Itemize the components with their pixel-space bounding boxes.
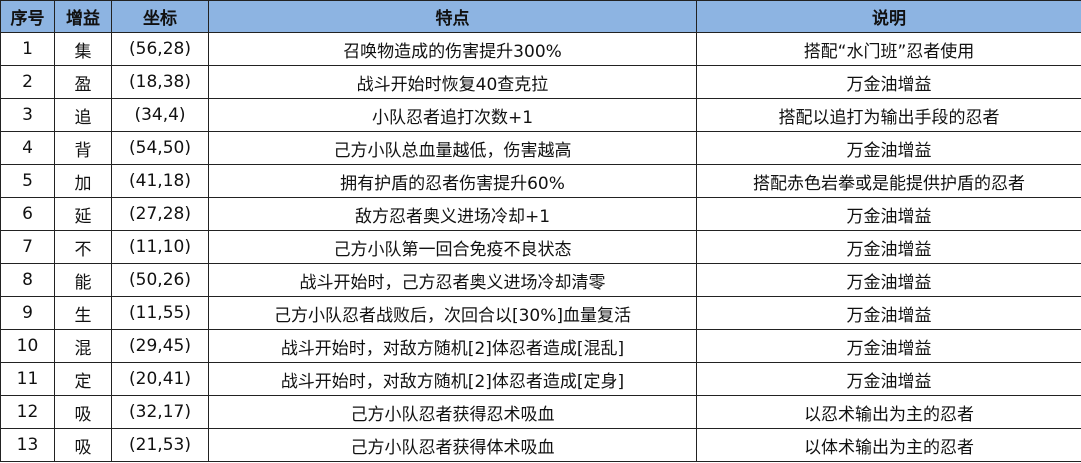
header-feature: 特点 bbox=[208, 0, 697, 33]
cell-feature: 敌方忍者奥义进场冷却+1 bbox=[208, 197, 697, 231]
cell-index: 6 bbox=[0, 197, 55, 231]
cell-note: 以忍术输出为主的忍者 bbox=[696, 395, 1081, 429]
header-note: 说明 bbox=[696, 0, 1081, 33]
cell-coord: (50,26) bbox=[111, 263, 209, 297]
header-index: 序号 bbox=[0, 0, 55, 33]
cell-coord: (11,10) bbox=[111, 230, 209, 264]
table-row: 8 能 (50,26) 战斗开始时，己方忍者奥义进场冷却清零 万金油增益 bbox=[0, 263, 1081, 297]
cell-note: 搭配赤色岩拳或是能提供护盾的忍者 bbox=[696, 164, 1081, 198]
table-row: 1 集 (56,28) 召唤物造成的伤害提升300% 搭配“水门班”忍者使用 bbox=[0, 32, 1081, 66]
cell-buff: 追 bbox=[54, 98, 112, 132]
cell-buff: 吸 bbox=[54, 428, 112, 462]
cell-feature: 己方小队第一回合免疫不良状态 bbox=[208, 230, 697, 264]
cell-coord: (41,18) bbox=[111, 164, 209, 198]
header-buff: 增益 bbox=[54, 0, 112, 33]
cell-index: 8 bbox=[0, 263, 55, 297]
cell-index: 3 bbox=[0, 98, 55, 132]
cell-note: 万金油增益 bbox=[696, 296, 1081, 330]
cell-coord: (21,53) bbox=[111, 428, 209, 462]
cell-coord: (11,55) bbox=[111, 296, 209, 330]
cell-feature: 己方小队忍者战败后，次回合以[30%]血量复活 bbox=[208, 296, 697, 330]
cell-feature: 召唤物造成的伤害提升300% bbox=[208, 32, 697, 66]
cell-index: 1 bbox=[0, 32, 55, 66]
cell-buff: 盈 bbox=[54, 65, 112, 99]
cell-buff: 不 bbox=[54, 230, 112, 264]
cell-buff: 背 bbox=[54, 131, 112, 165]
cell-coord: (56,28) bbox=[111, 32, 209, 66]
table-body: 1 集 (56,28) 召唤物造成的伤害提升300% 搭配“水门班”忍者使用 2 盈 (18,… bbox=[0, 32, 1081, 462]
cell-coord: (18,38) bbox=[111, 65, 209, 99]
cell-buff: 能 bbox=[54, 263, 112, 297]
cell-buff: 吸 bbox=[54, 395, 112, 429]
cell-feature: 己方小队总血量越低，伤害越高 bbox=[208, 131, 697, 165]
cell-feature: 己方小队忍者获得忍术吸血 bbox=[208, 395, 697, 429]
cell-feature: 战斗开始时，己方忍者奥义进场冷却清零 bbox=[208, 263, 697, 297]
cell-buff: 定 bbox=[54, 362, 112, 396]
cell-note: 万金油增益 bbox=[696, 65, 1081, 99]
table-row: 4 背 (54,50) 己方小队总血量越低，伤害越高 万金油增益 bbox=[0, 131, 1081, 165]
table-row: 13 吸 (21,53) 己方小队忍者获得体术吸血 以体术输出为主的忍者 bbox=[0, 428, 1081, 462]
cell-index: 4 bbox=[0, 131, 55, 165]
cell-note: 万金油增益 bbox=[696, 329, 1081, 363]
cell-index: 12 bbox=[0, 395, 55, 429]
cell-note: 搭配“水门班”忍者使用 bbox=[696, 32, 1081, 66]
table-row: 6 延 (27,28) 敌方忍者奥义进场冷却+1 万金油增益 bbox=[0, 197, 1081, 231]
cell-feature: 战斗开始时恢复40查克拉 bbox=[208, 65, 697, 99]
header-coord: 坐标 bbox=[111, 0, 209, 33]
cell-coord: (20,41) bbox=[111, 362, 209, 396]
cell-feature: 战斗开始时，对敌方随机[2]体忍者造成[混乱] bbox=[208, 329, 697, 363]
table-row: 5 加 (41,18) 拥有护盾的忍者伤害提升60% 搭配赤色岩拳或是能提供护盾的忍者 bbox=[0, 164, 1081, 198]
cell-coord: (54,50) bbox=[111, 131, 209, 165]
cell-buff: 生 bbox=[54, 296, 112, 330]
cell-index: 5 bbox=[0, 164, 55, 198]
cell-coord: (32,17) bbox=[111, 395, 209, 429]
table-row: 12 吸 (32,17) 己方小队忍者获得忍术吸血 以忍术输出为主的忍者 bbox=[0, 395, 1081, 429]
cell-index: 10 bbox=[0, 329, 55, 363]
cell-note: 万金油增益 bbox=[696, 230, 1081, 264]
header-row: 序号 增益 坐标 特点 说明 bbox=[0, 0, 1081, 33]
cell-buff: 集 bbox=[54, 32, 112, 66]
cell-coord: (34,4) bbox=[111, 98, 209, 132]
cell-feature: 战斗开始时，对敌方随机[2]体忍者造成[定身] bbox=[208, 362, 697, 396]
cell-note: 万金油增益 bbox=[696, 263, 1081, 297]
cell-buff: 混 bbox=[54, 329, 112, 363]
cell-feature: 拥有护盾的忍者伤害提升60% bbox=[208, 164, 697, 198]
cell-note: 万金油增益 bbox=[696, 197, 1081, 231]
cell-index: 13 bbox=[0, 428, 55, 462]
cell-note: 万金油增益 bbox=[696, 362, 1081, 396]
table-row: 3 追 (34,4) 小队忍者追打次数+1 搭配以追打为输出手段的忍者 bbox=[0, 98, 1081, 132]
cell-note: 万金油增益 bbox=[696, 131, 1081, 165]
cell-feature: 小队忍者追打次数+1 bbox=[208, 98, 697, 132]
cell-coord: (27,28) bbox=[111, 197, 209, 231]
table-row: 9 生 (11,55) 己方小队忍者战败后，次回合以[30%]血量复活 万金油增益 bbox=[0, 296, 1081, 330]
cell-buff: 加 bbox=[54, 164, 112, 198]
table-row: 7 不 (11,10) 己方小队第一回合免疫不良状态 万金油增益 bbox=[0, 230, 1081, 264]
table-row: 10 混 (29,45) 战斗开始时，对敌方随机[2]体忍者造成[混乱] 万金油增益 bbox=[0, 329, 1081, 363]
cell-note: 以体术输出为主的忍者 bbox=[696, 428, 1081, 462]
cell-index: 11 bbox=[0, 362, 55, 396]
cell-index: 2 bbox=[0, 65, 55, 99]
cell-index: 9 bbox=[0, 296, 55, 330]
cell-coord: (29,45) bbox=[111, 329, 209, 363]
cell-feature: 己方小队忍者获得体术吸血 bbox=[208, 428, 697, 462]
table-row: 2 盈 (18,38) 战斗开始时恢复40查克拉 万金油增益 bbox=[0, 65, 1081, 99]
table-row: 11 定 (20,41) 战斗开始时，对敌方随机[2]体忍者造成[定身] 万金油增益 bbox=[0, 362, 1081, 396]
cell-buff: 延 bbox=[54, 197, 112, 231]
cell-index: 7 bbox=[0, 230, 55, 264]
cell-note: 搭配以追打为输出手段的忍者 bbox=[696, 98, 1081, 132]
